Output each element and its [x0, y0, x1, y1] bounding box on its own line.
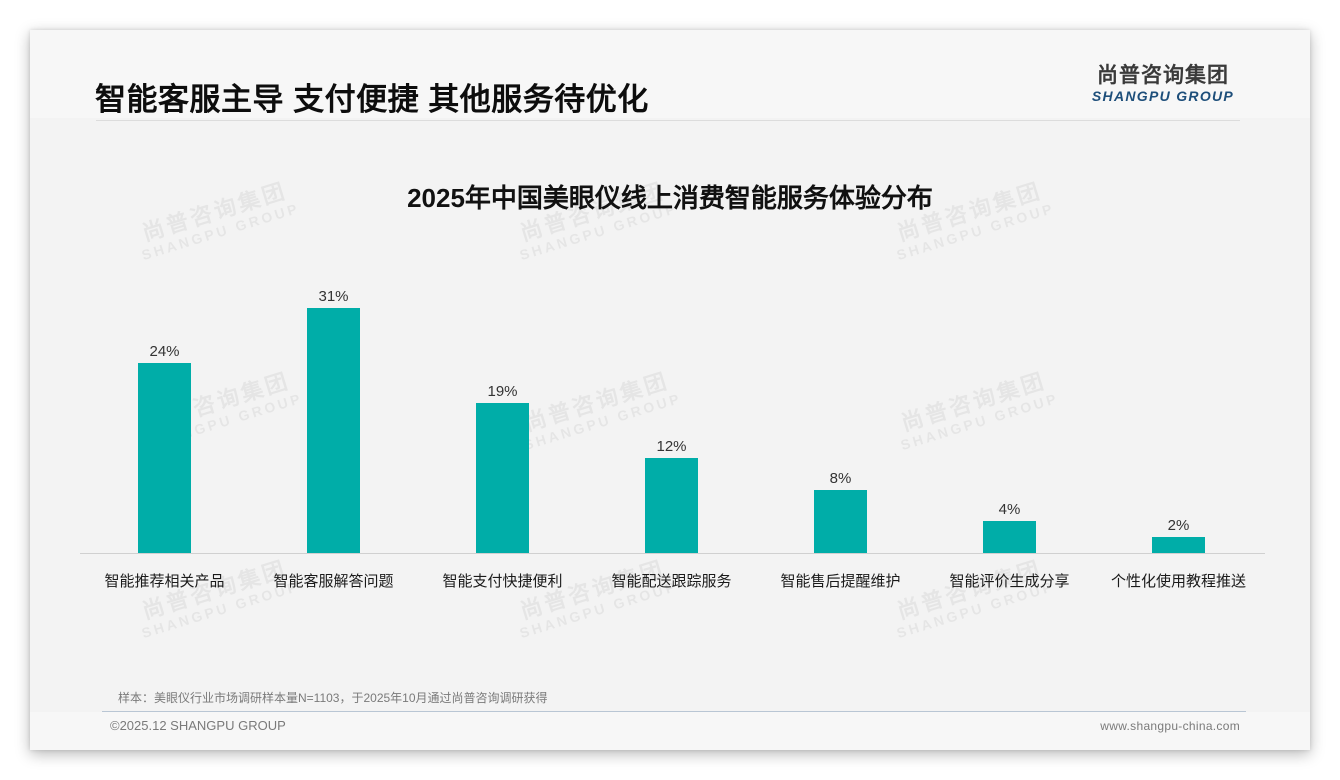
bar-group: 12% [587, 269, 756, 553]
category-label: 智能评价生成分享 [949, 573, 1070, 590]
category-label: 个性化使用教程推送 [1110, 573, 1246, 590]
bar-group: 31% [249, 269, 418, 553]
header-band [30, 30, 1310, 118]
bar-value-label: 8% [829, 470, 852, 487]
bar-value-label: 24% [149, 343, 180, 360]
bar-value-label: 12% [656, 438, 687, 455]
bar-group: 19% [418, 269, 587, 553]
bar-group: 8% [756, 269, 925, 553]
title-divider [96, 120, 1240, 121]
bar [476, 403, 529, 553]
logo-chinese-text: 尚普咨询集团 [1097, 64, 1229, 87]
footer-band [30, 712, 1310, 750]
bar-value-label: 4% [998, 501, 1021, 518]
watermark: 尚普咨询集团 SHANGPU GROUP [517, 555, 680, 642]
bar-value-label: 19% [487, 383, 518, 400]
chart-title: 2025年中国美眼仪线上消费智能服务体验分布 [407, 183, 933, 213]
footer-divider [102, 711, 1246, 712]
website-url: www.shangpu-china.com [1100, 719, 1240, 733]
category-label: 智能配送跟踪服务 [611, 573, 732, 590]
copyright-text: ©2025.12 SHANGPU GROUP [110, 718, 286, 733]
bar-value-label: 2% [1167, 517, 1190, 534]
bar [983, 521, 1036, 553]
category-label: 智能客服解答问题 [273, 573, 394, 590]
watermark: 尚普咨询集团 SHANGPU GROUP [139, 555, 302, 642]
bar [307, 308, 360, 553]
bar-group: 2% [1094, 269, 1263, 553]
category-label: 智能支付快捷便利 [442, 573, 563, 590]
category-label: 智能售后提醒维护 [780, 573, 901, 590]
bar [814, 490, 867, 553]
watermark: 尚普咨询集团 SHANGPU GROUP [894, 555, 1057, 642]
source-note: 样本：美眼仪行业市场调研样本量N=1103，于2025年10月通过尚普咨询调研获… [118, 691, 548, 705]
bar-value-label: 31% [318, 288, 349, 305]
category-label: 智能推荐相关产品 [104, 573, 225, 590]
bar-group: 24% [80, 269, 249, 553]
bar [1152, 537, 1205, 553]
bar-chart-plot: 24% 31% 19% 12% 8% 4% 2% [80, 270, 1265, 554]
logo-english-text: SHANGPU GROUP [1091, 88, 1235, 104]
page-title: 智能客服主导 支付便捷 其他服务待优化 [95, 82, 649, 117]
company-logo: 尚普咨询集团 SHANGPU GROUP [1088, 64, 1238, 104]
slide: 智能客服主导 支付便捷 其他服务待优化 尚普咨询集团 SHANGPU GROUP… [30, 30, 1310, 750]
x-axis-line [80, 553, 1265, 554]
bar [645, 458, 698, 553]
bar [138, 363, 191, 553]
bar-group: 4% [925, 269, 1094, 553]
